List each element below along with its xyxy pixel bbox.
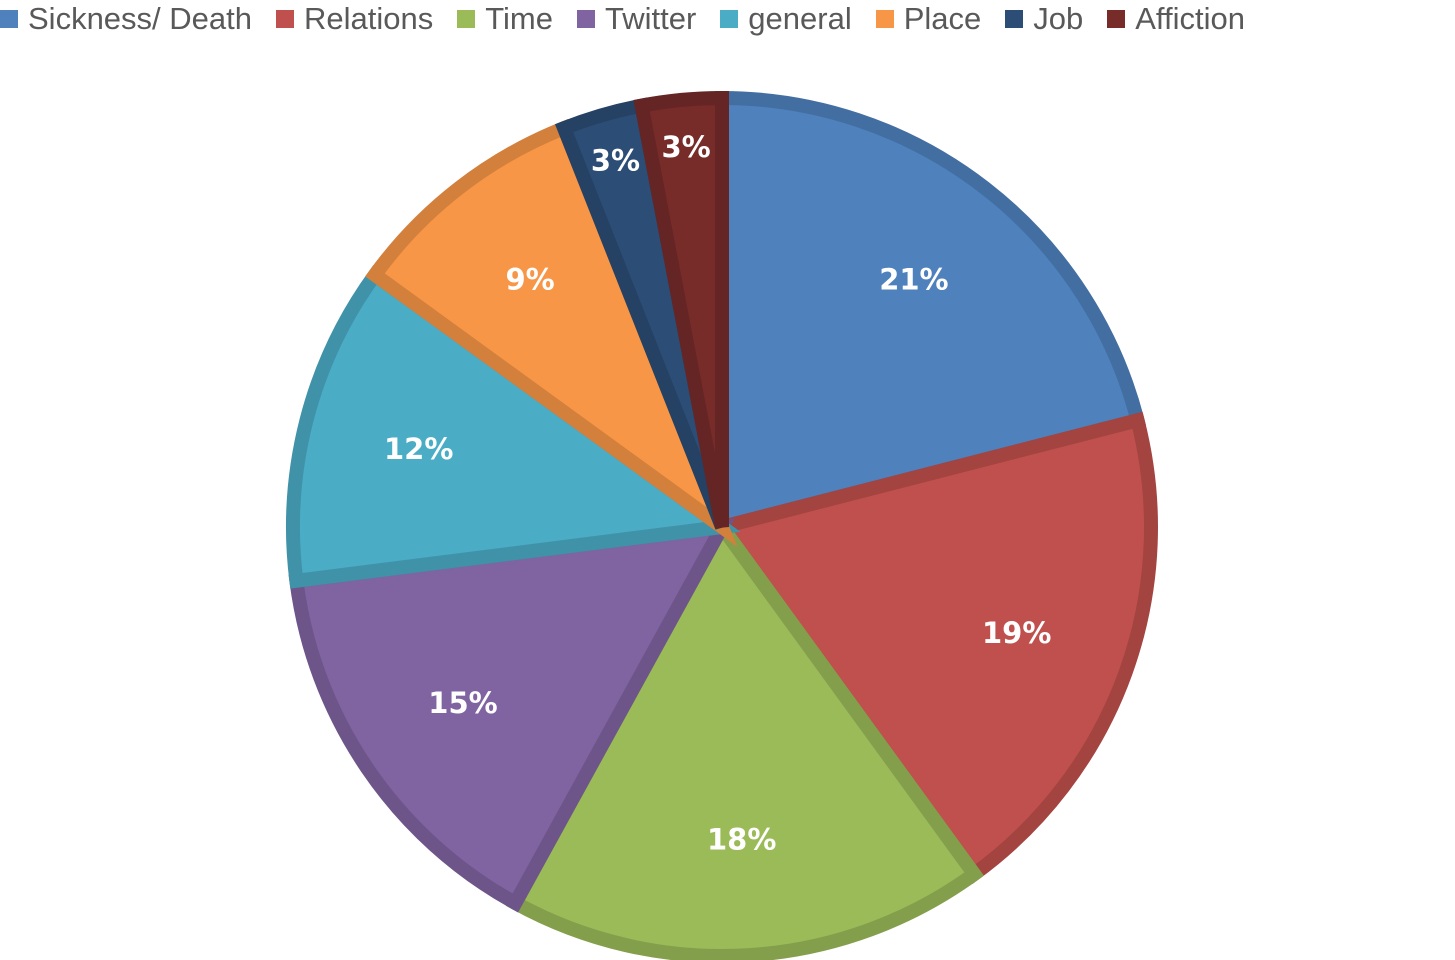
- legend-item: Relations: [276, 0, 433, 38]
- legend-swatch: [720, 10, 739, 28]
- legend-label: Affiction: [1135, 1, 1245, 36]
- data-label: 21%: [879, 263, 948, 297]
- legend-swatch: [276, 10, 294, 28]
- pie-data-labels: 21% 19% 18% 15% 12% 9% 3% 3%: [384, 130, 1051, 857]
- legend-label: Relations: [304, 1, 434, 36]
- legend-item: Affiction: [1107, 0, 1245, 38]
- data-label: 19%: [982, 616, 1051, 650]
- legend-item: general: [720, 0, 852, 38]
- legend-item: Sickness/ Death: [0, 0, 252, 38]
- legend-swatch: [457, 10, 476, 28]
- pie-slice: [288, 518, 735, 913]
- pie-slice: [633, 90, 729, 529]
- data-label: 3%: [591, 143, 640, 177]
- data-label: 3%: [661, 130, 710, 164]
- data-label: 9%: [505, 263, 554, 297]
- pie-slice: [710, 411, 1158, 884]
- data-label: 15%: [428, 686, 497, 720]
- legend-label: general: [748, 1, 852, 36]
- legend-swatch: [577, 10, 595, 28]
- legend-item: Twitter: [577, 0, 696, 38]
- legend-label: Job: [1033, 1, 1084, 36]
- legend-swatch: [875, 10, 894, 28]
- data-label: 12%: [384, 432, 453, 466]
- pie-slice: [505, 513, 984, 960]
- pie-slices: [286, 90, 1158, 960]
- legend-label: Place: [903, 1, 982, 36]
- legend-item: Time: [457, 0, 553, 38]
- legend-label: Time: [485, 1, 553, 36]
- chart-legend: Sickness/ Death Relations Time Twitter gener…: [0, 0, 1455, 38]
- pie-slice: [286, 265, 741, 589]
- pie-slice: [365, 119, 738, 547]
- legend-swatch: [1107, 10, 1126, 28]
- legend-item: Job: [1005, 0, 1083, 38]
- data-label: 18%: [707, 823, 776, 857]
- legend-label: Sickness/ Death: [28, 1, 252, 36]
- legend-label: Twitter: [605, 1, 697, 36]
- legend-swatch: [1005, 10, 1024, 28]
- legend-item: Place: [875, 0, 982, 38]
- pie-slice: [715, 90, 1147, 537]
- legend-swatch: [0, 10, 18, 28]
